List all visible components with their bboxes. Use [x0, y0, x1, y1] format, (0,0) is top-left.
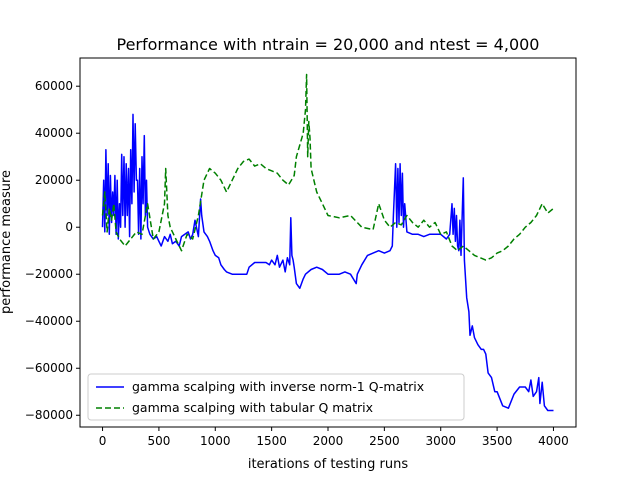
- x-tick-label: 2000: [313, 434, 344, 448]
- legend-label-1: gamma scalping with inverse norm-1 Q-mat…: [132, 379, 424, 394]
- x-tick-label: 2500: [369, 434, 400, 448]
- axes-frame: [79, 57, 577, 428]
- x-tick-label: 1500: [256, 434, 287, 448]
- y-tick-label: 0: [65, 220, 73, 234]
- x-tick-label: 0: [99, 434, 107, 448]
- legend-label-2: gamma scalping with tabular Q matrix: [132, 400, 373, 415]
- x-tick-label: 3500: [482, 434, 513, 448]
- legend: gamma scalping with inverse norm-1 Q-mat…: [87, 373, 465, 421]
- y-tick-label: −80000: [25, 408, 73, 422]
- y-tick-label: −40000: [25, 314, 73, 328]
- chart-title: Performance with ntrain = 20,000 and nte…: [117, 35, 540, 54]
- y-tick-label: −60000: [25, 361, 73, 375]
- plot-area-border: [79, 57, 577, 428]
- x-axis-ticks: 0 500 1000 1500 2000 2500 3000 3500 4000: [99, 427, 569, 448]
- series-line-1: [101, 113, 554, 412]
- legend-box: [87, 373, 465, 421]
- y-tick-label: 60000: [35, 79, 73, 93]
- x-tick-label: 3000: [425, 434, 456, 448]
- x-tick-label: 1000: [200, 434, 231, 448]
- y-axis-label: performance measure: [0, 170, 14, 314]
- x-tick-label: 500: [147, 434, 170, 448]
- x-axis-label: iterations of testing runs: [248, 457, 409, 472]
- series-line-2: [101, 73, 554, 261]
- y-tick-label: 40000: [35, 126, 73, 140]
- x-tick-label: 4000: [538, 434, 569, 448]
- y-axis-ticks: −80000 −60000 −40000 −20000 0 20000 40000 60000: [25, 79, 80, 422]
- y-tick-label: 20000: [35, 173, 73, 187]
- series-layer: [101, 73, 554, 412]
- y-tick-label: −20000: [25, 267, 73, 281]
